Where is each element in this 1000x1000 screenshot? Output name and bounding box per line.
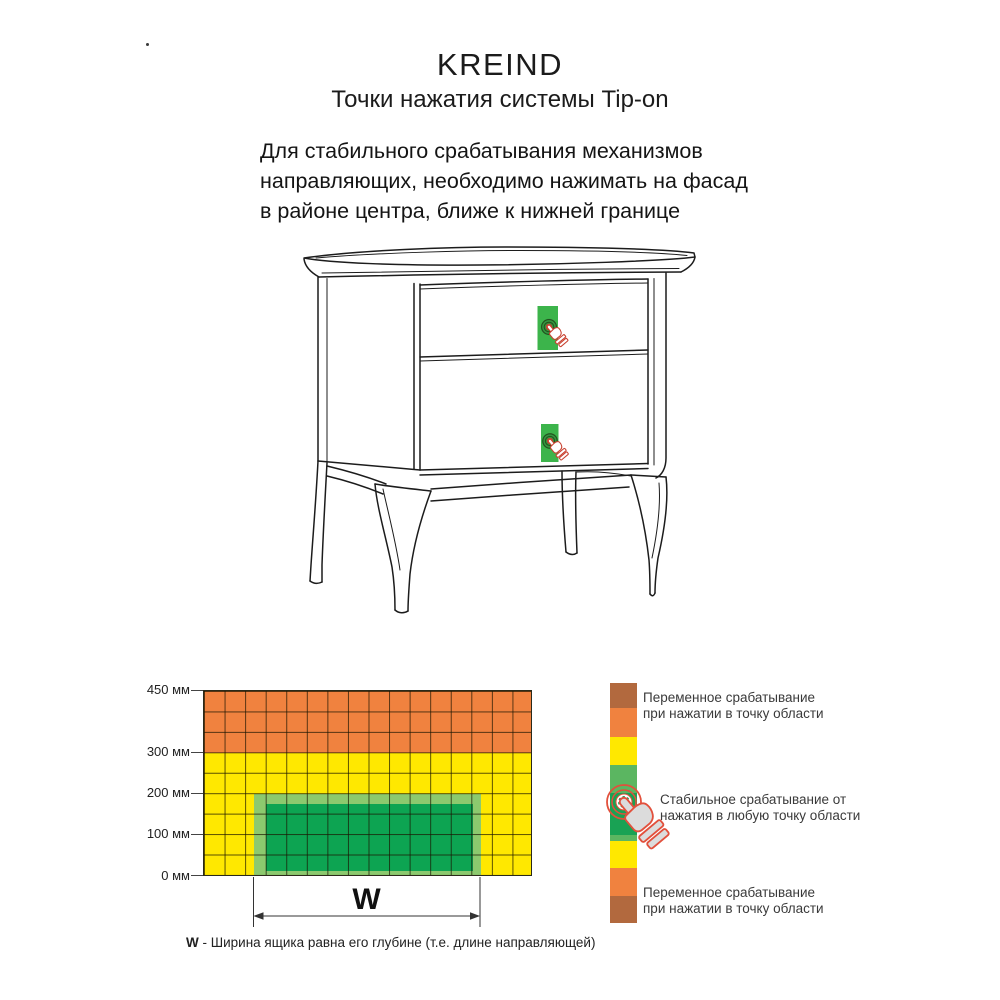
intro-line: Для стабильного срабатывания механизмов [260, 139, 703, 163]
legend-segment [610, 765, 637, 793]
axis-tick-line [191, 690, 203, 691]
legend-line: Стабильное срабатывание от [660, 792, 847, 807]
legend-segment [610, 683, 637, 708]
axis-tick-line [191, 875, 203, 876]
diagram-caption: W - Ширина ящика равна его глубине (т.е.… [186, 935, 595, 950]
grid-lines [204, 691, 531, 875]
intro-line: в районе центра, ближе к нижней границе [260, 199, 681, 223]
brand-title: KREIND [436, 47, 564, 82]
axis-tick-line [191, 752, 203, 753]
axis-tick-450: 450 мм [146, 682, 190, 697]
legend-segment [610, 896, 637, 923]
press-hand-icon [543, 320, 570, 349]
caption-text: - Ширина ящика равна его глубине (т.е. д… [198, 935, 596, 950]
press-zone-diagram [203, 690, 532, 876]
legend-color-bar [610, 683, 637, 923]
page-title: Точки нажатия системы Tip-on [331, 86, 669, 113]
width-label: W [352, 883, 381, 916]
axis-tick-0: 0 мм [161, 868, 190, 883]
legend-item-variable-top: Переменное срабатывание при нажатии в то… [643, 690, 824, 721]
axis-tick-line [191, 834, 203, 835]
legend-segment [610, 708, 637, 737]
tip-on-press-zone-bottom [541, 424, 570, 462]
caption-w: W [186, 935, 199, 950]
tip-on-press-zone-top [537, 306, 570, 350]
legend-item-stable: Стабильное срабатывание от нажатия в люб… [660, 792, 860, 823]
legend-item-variable-bottom: Переменное срабатывание при нажатии в то… [643, 885, 824, 916]
legend-segment [610, 793, 637, 835]
axis-tick-line [191, 793, 203, 794]
print-artifact-dot [146, 43, 149, 46]
legend-line: Переменное срабатывание [643, 690, 816, 705]
nightstand-lineart [303, 246, 696, 614]
axis-tick-200: 200 мм [146, 785, 190, 800]
intro-paragraph: Для стабильного срабатывания механизмов … [260, 136, 748, 226]
legend-line: при нажатии в точку области [643, 705, 824, 721]
legend-segment [610, 841, 637, 868]
press-hand-icon [544, 434, 570, 462]
legend-line: Переменное срабатывание [643, 885, 816, 900]
legend-line: при нажатии в точку области [643, 900, 824, 916]
concentric-rings-icon [542, 433, 558, 449]
intro-line: направляющих, необходимо нажимать на фас… [260, 169, 748, 193]
axis-tick-300: 300 мм [146, 744, 190, 759]
legend-segment [610, 737, 637, 765]
legend-segment [610, 868, 637, 896]
legend-line: нажатия в любую точку области [660, 807, 861, 823]
axis-tick-100: 100 мм [146, 826, 190, 841]
concentric-rings-icon [541, 319, 557, 335]
